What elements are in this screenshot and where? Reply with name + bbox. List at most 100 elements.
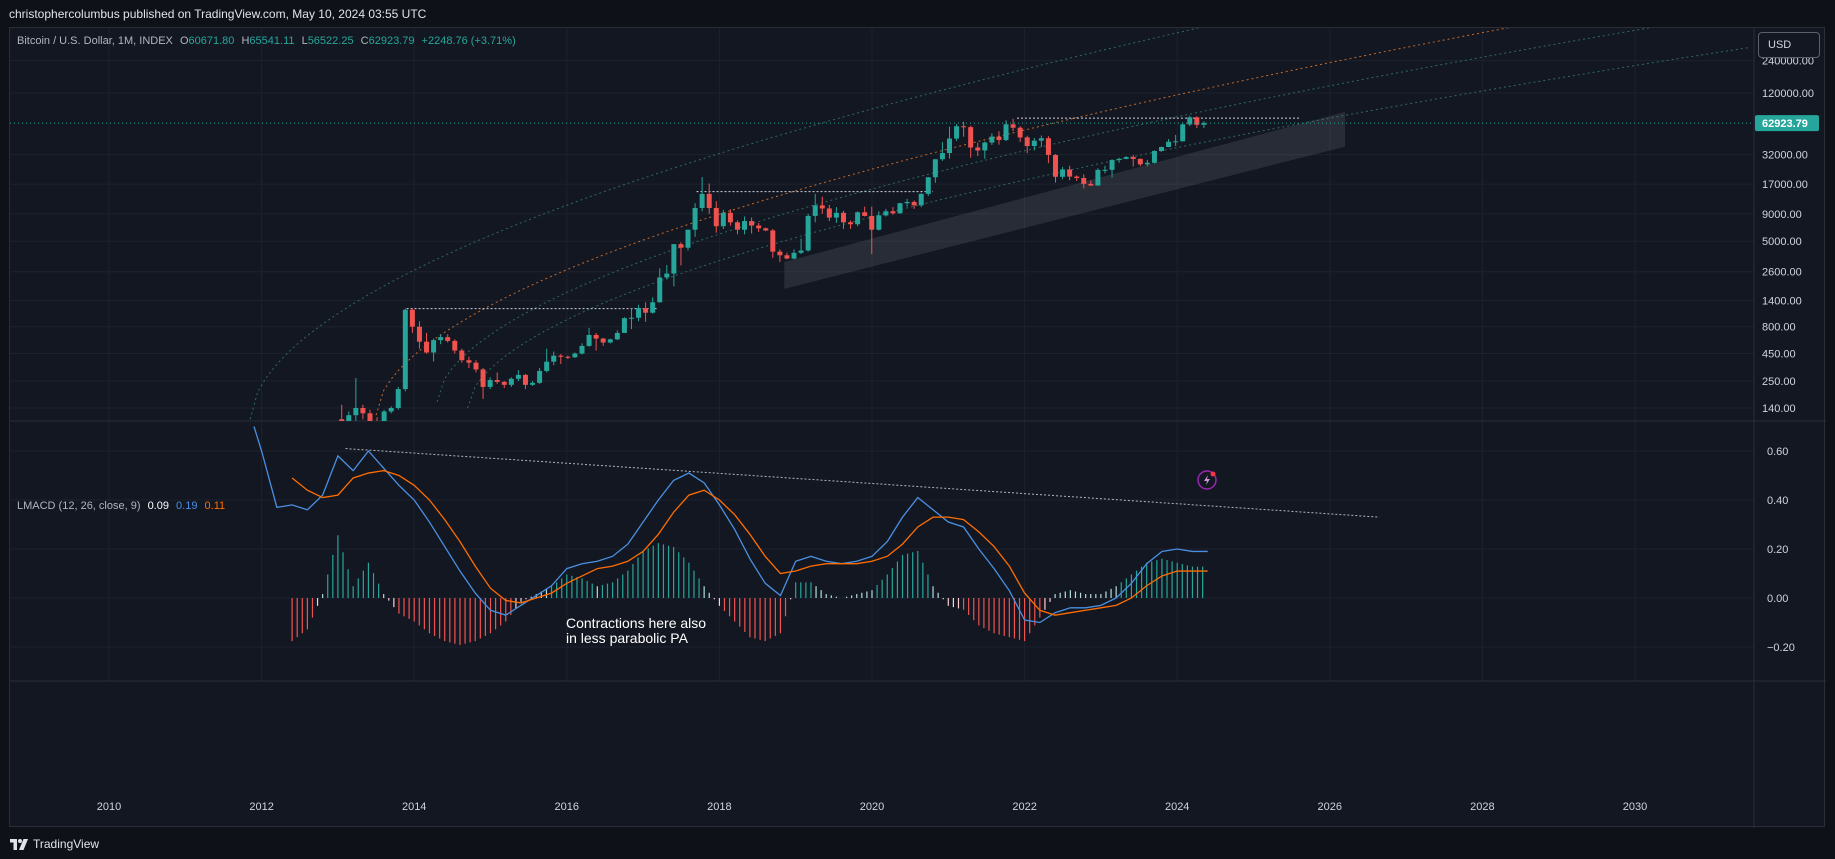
alert-icon-bolt [1204,475,1210,485]
candle-body [375,421,380,423]
candle-body [1194,117,1200,125]
candle-body [1088,183,1094,186]
close-label: C [360,35,369,47]
attribution-text: christophercolumbus published on Trading… [9,7,427,21]
candle-body [932,159,938,178]
candle-body [487,380,493,387]
candle-body [1102,169,1108,171]
candle-body [954,126,960,139]
candle-body [869,215,875,230]
fan-curve-outer [249,28,1201,420]
macd-trendline [345,448,1380,518]
candle-body [1180,124,1186,142]
candle-body [798,250,804,253]
candle-body [381,411,387,421]
candle-body [1116,158,1122,161]
candle-body [424,341,430,353]
histogram-value: 0.11 [204,500,226,512]
time-axis-label: 2012 [249,801,273,813]
time-axis-label: 2016 [555,801,579,813]
candle-body [1045,138,1051,155]
candle-body [699,193,705,208]
candle-body [614,332,620,340]
candle-body [339,419,345,421]
price-axis-label: 9000.00 [1762,209,1802,221]
macd-line [253,426,1208,624]
macd-axis-label: 0.20 [1767,544,1788,556]
candle-body [791,252,797,259]
candle-body [939,153,945,160]
currency-button[interactable]: USD [1758,32,1820,58]
candle-body [537,370,543,383]
candle-body [1187,117,1193,125]
macd-name: LMACD (12, 26, close, 9) [17,500,141,512]
candle-body [890,211,896,214]
price-axis-label: 2600.00 [1762,267,1802,279]
candle-body [840,212,846,223]
candle-body [515,374,521,379]
candle-body [1151,151,1157,163]
candle-body [968,127,974,148]
candle-body [918,193,924,206]
candle-body [409,309,415,327]
candle-body [961,126,967,128]
time-axis-label: 2030 [1623,801,1647,813]
time-axis-label: 2010 [97,801,121,813]
candle-body [713,207,719,227]
candle-body [565,356,571,358]
candle-body [636,308,642,318]
candle-body [763,228,769,231]
candle-body [1003,124,1009,141]
candle-body [685,229,691,248]
macd-value: 0.09 [147,500,169,512]
candle-body [431,340,437,353]
candle-body [911,201,917,206]
candle-body [989,136,995,143]
low-label: L [301,35,308,47]
macd-axis-label: 0.00 [1767,593,1788,605]
candle-body [1010,124,1016,128]
low-value: 56522.25 [307,35,354,47]
candle-body [1166,141,1172,148]
alert-icon[interactable] [1197,470,1217,490]
candle-body [1173,141,1179,143]
candle-body [805,215,811,251]
price-axis-label: 450.00 [1762,349,1796,361]
macd-legend: LMACD (12, 26, close, 9) 0.09 0.19 0.11 [17,500,225,512]
top-attribution-bar: christophercolumbus published on Trading… [0,0,1835,28]
candle-body [1031,140,1037,147]
candle-body [402,309,408,390]
candle-body [508,378,514,385]
signal-value: 0.19 [176,500,198,512]
candle-body [494,380,500,382]
candle-body [522,374,528,385]
time-axis-label: 2026 [1318,801,1342,813]
candle-body [1109,160,1115,170]
high-value: 65541.11 [249,35,295,47]
time-axis-label: 2022 [1012,801,1036,813]
candle-body [1024,137,1030,147]
candle-body [600,338,606,343]
macd-histogram [291,535,1204,646]
tradingview-logo[interactable]: TradingView [10,837,99,851]
candle-body [621,318,627,333]
last-price-badge [1755,115,1819,132]
candle-body [876,215,882,230]
candle-body [826,208,832,218]
candle-body [628,317,634,319]
candle-body [946,138,952,154]
grid-lines [10,28,1754,681]
candle-body [883,211,889,216]
fan-curve-lower [467,46,1750,409]
candle-body [855,212,861,225]
candle-body [586,334,592,346]
candle-body [904,201,910,204]
chart-area[interactable]: Contractions here also in less parabolic … [9,27,1826,828]
candle-body [1038,138,1044,141]
candle-body [862,212,868,216]
candle-body [1159,147,1165,152]
candle-body [438,337,444,341]
candle-body [395,389,401,408]
candle-body [607,339,613,343]
